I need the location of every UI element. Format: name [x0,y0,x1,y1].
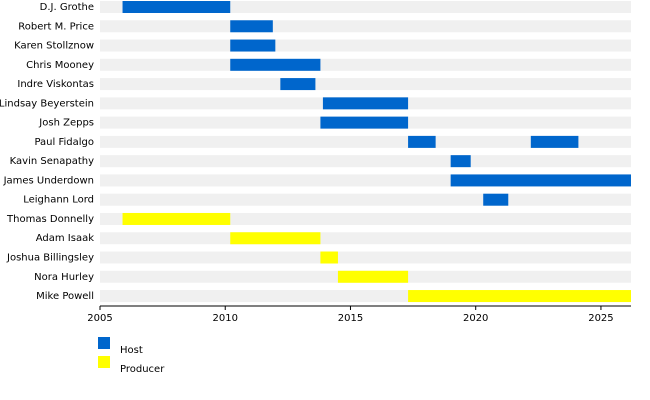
y-tick-label: Karen Stollznow [14,41,94,52]
legend-swatch [98,337,110,349]
y-tick-label: Leighann Lord [23,195,94,206]
row-band [100,232,631,245]
y-tick-label: Nora Hurley [34,272,94,283]
bar [230,58,321,71]
bar [450,174,631,187]
bar [408,135,436,148]
row-band [100,58,631,71]
row-band [100,39,631,52]
legend-label: Host [120,345,143,356]
bar [280,78,316,91]
x-tick-label: 2025 [588,313,613,324]
y-tick-label: Lindsay Beyerstein [0,98,94,109]
y-tick-label: Adam Isaak [36,233,94,244]
bar [450,155,471,168]
row-band [100,135,631,148]
row-band [100,20,631,33]
y-tick-label: James Underdown [3,175,94,186]
bar [483,193,509,206]
bar [230,39,276,52]
bar [122,1,231,13]
y-tick-label: D.J. Grothe [40,2,94,13]
y-tick-label: Chris Mooney [26,60,94,71]
bar [320,116,409,129]
bar [122,212,231,225]
x-tick-label: 2015 [338,313,363,324]
legend-label: Producer [120,364,165,375]
x-tick-label: 2010 [213,313,238,324]
bar [230,20,273,33]
row-band [100,78,631,91]
bar [530,135,579,148]
y-tick-label: Mike Powell [36,291,94,302]
x-tick-label: 2020 [463,313,488,324]
row-band [100,212,631,225]
row-band [100,1,631,13]
y-tick-label: Thomas Donnelly [6,214,94,225]
y-tick-label: Kavin Senapathy [10,156,94,167]
y-tick-label: Indre Viskontas [17,79,94,90]
row-band [100,155,631,168]
x-tick-label: 2005 [87,313,112,324]
row-band [100,193,631,206]
bar [408,290,631,303]
y-tick-label: Robert M. Price [18,21,94,32]
bar [322,97,409,110]
bar [337,270,409,283]
y-tick-label: Joshua Billingsley [6,253,94,264]
y-tick-label: Josh Zepps [38,118,94,129]
y-tick-label: Paul Fidalgo [34,137,94,148]
row-band [100,251,631,264]
bar [230,232,321,245]
bar [320,251,338,264]
legend-swatch [98,356,110,368]
